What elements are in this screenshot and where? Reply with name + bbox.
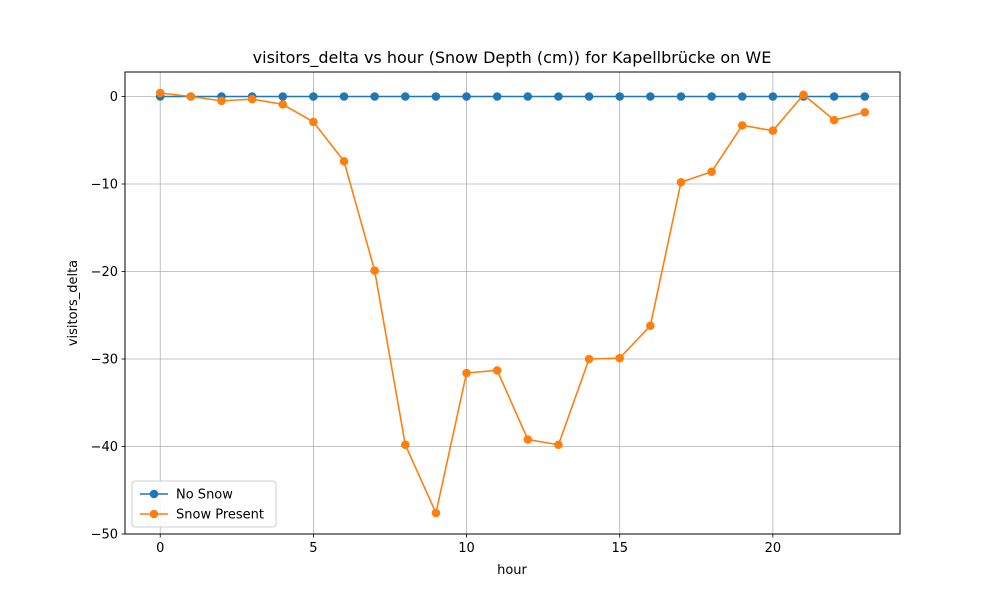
data-point-no-snow (676, 92, 686, 101)
y-axis-label: visitors_delta (66, 260, 81, 346)
data-point-snow-present (584, 354, 594, 364)
legend-swatch-marker (149, 489, 159, 499)
data-point-no-snow (431, 92, 441, 101)
data-point-snow-present (217, 96, 226, 106)
data-point-no-snow (400, 92, 410, 101)
ticks: 0 5 10 15 20 0 −10 −20 −30 −40 −50 (91, 90, 782, 556)
data-point-no-snow (339, 92, 349, 101)
data-point-snow-present (247, 94, 257, 104)
x-axis-label: hour (497, 563, 527, 578)
series-layer (155, 88, 870, 518)
chart-title: visitors_delta vs hour (Snow Depth (cm))… (253, 48, 772, 68)
y-tick-label: −40 (91, 440, 118, 455)
legend-box (131, 480, 277, 528)
data-point-snow-present (523, 435, 533, 444)
data-point-no-snow (860, 92, 870, 101)
series-snow-present (155, 88, 870, 518)
data-point-snow-present (615, 353, 625, 363)
data-point-no-snow (707, 92, 716, 101)
data-point-snow-present (462, 368, 471, 378)
series-line-snow-present (160, 92, 865, 516)
x-tick-label: 0 (156, 541, 164, 556)
legend-label: Snow Present (176, 508, 264, 523)
data-point-no-snow (554, 92, 563, 101)
data-point-no-snow (462, 92, 471, 101)
data-point-no-snow (829, 92, 839, 101)
data-point-snow-present (186, 92, 196, 101)
data-point-no-snow (737, 92, 747, 101)
legend-item-snow-present: Snow Present (140, 508, 264, 523)
legend-item-no-snow: No Snow (140, 488, 233, 503)
x-tick-label: 15 (611, 541, 628, 556)
data-point-snow-present (309, 117, 318, 127)
data-point-no-snow (646, 92, 655, 101)
data-point-snow-present (799, 90, 808, 100)
data-point-no-snow (492, 92, 502, 101)
y-tick-label: 0 (110, 90, 118, 105)
data-point-no-snow (584, 92, 594, 101)
data-point-snow-present (676, 177, 686, 187)
legend-label: No Snow (176, 488, 233, 503)
data-point-no-snow (615, 92, 625, 101)
data-point-snow-present (554, 440, 563, 450)
data-point-no-snow (278, 92, 288, 101)
data-point-snow-present (768, 126, 778, 135)
data-point-snow-present (370, 266, 379, 275)
y-tick-label: −10 (91, 178, 118, 193)
y-tick-label: −30 (91, 353, 118, 368)
data-point-snow-present (492, 366, 502, 375)
data-point-no-snow (370, 92, 379, 101)
data-point-snow-present (860, 107, 870, 117)
x-tick-label: 10 (458, 541, 475, 556)
data-point-snow-present (400, 440, 410, 450)
data-point-snow-present (155, 88, 165, 98)
data-point-snow-present (646, 321, 655, 331)
data-point-no-snow (523, 92, 533, 101)
x-tick-label: 20 (765, 541, 782, 556)
data-point-no-snow (309, 92, 318, 101)
data-point-snow-present (431, 508, 441, 518)
data-point-snow-present (339, 156, 349, 166)
data-point-no-snow (768, 92, 778, 101)
y-tick-label: −50 (91, 528, 118, 543)
plot-frame (124, 71, 901, 535)
x-tick-label: 5 (309, 541, 317, 556)
data-point-snow-present (278, 100, 288, 109)
legend-swatch-marker (149, 509, 159, 519)
legend: No Snow Snow Present (131, 480, 277, 528)
data-point-snow-present (829, 115, 839, 125)
data-point-snow-present (737, 121, 747, 130)
data-point-snow-present (707, 167, 716, 177)
y-tick-label: −20 (91, 265, 118, 280)
